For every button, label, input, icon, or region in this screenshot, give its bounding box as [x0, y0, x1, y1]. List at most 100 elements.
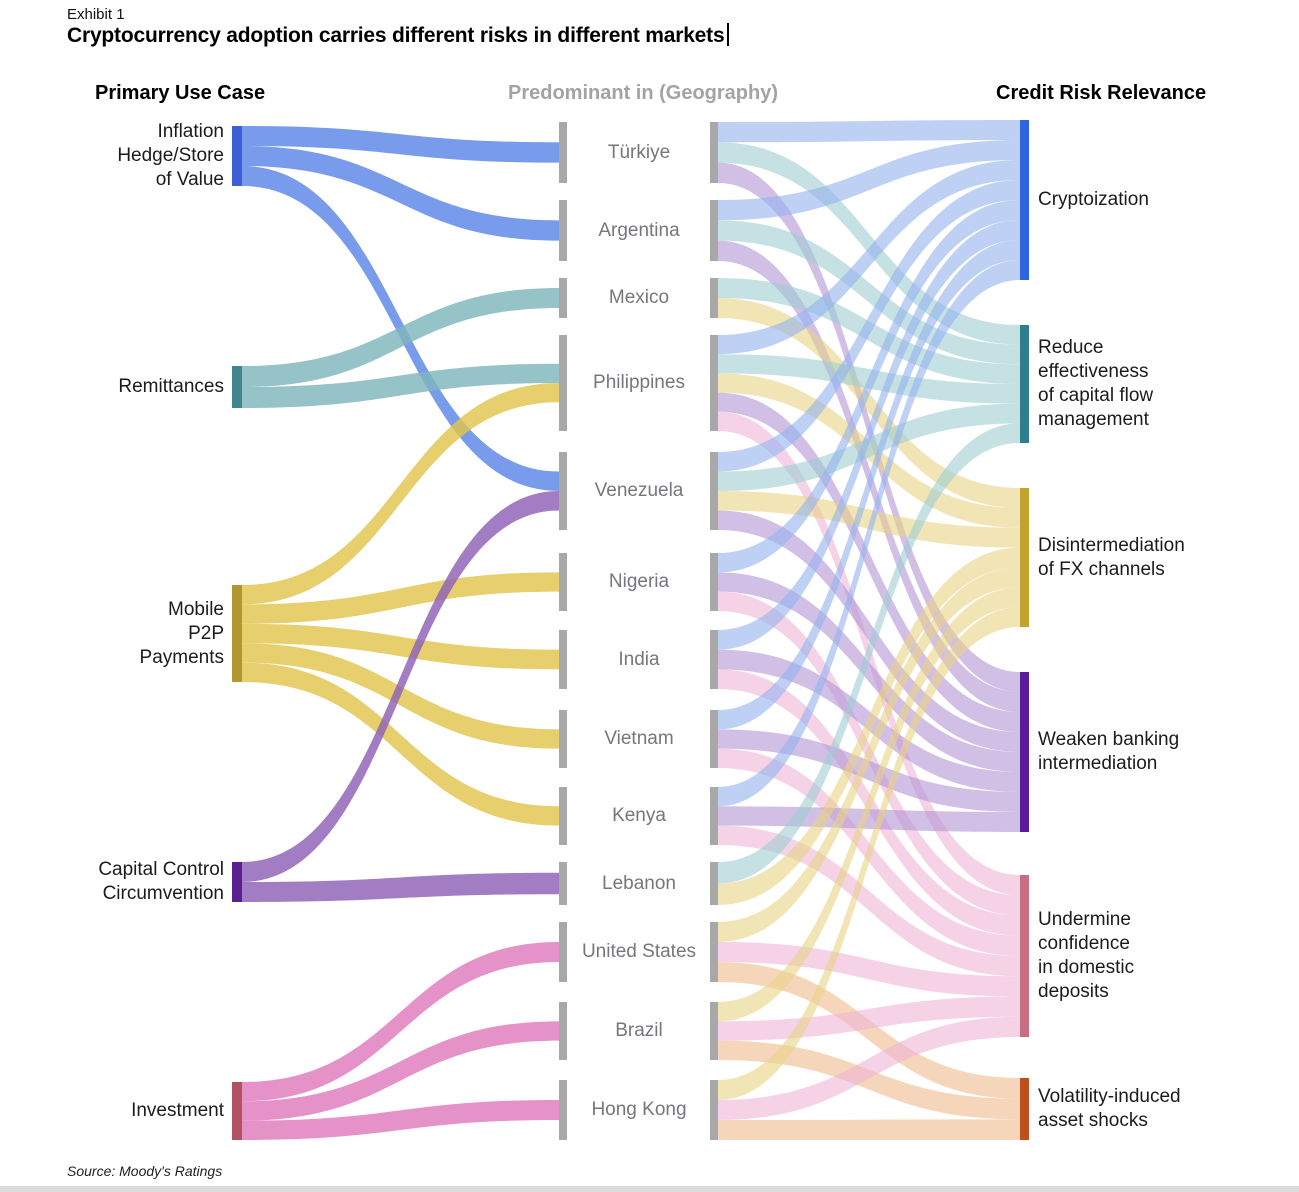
sankey-node-vietnam-left-bar [559, 710, 567, 768]
sankey-link-united_states-to-disintermediation [718, 567, 1020, 942]
sankey-link-lebanon-to-reduce_cfm [718, 423, 1020, 884]
node-label-turkiye: Türkiye [607, 141, 671, 163]
sankey-link-investment-to-hong_kong [242, 1100, 559, 1140]
sankey-link-mexico-to-disintermediation [718, 298, 1020, 508]
node-label-argentina: Argentina [598, 219, 680, 241]
sankey-node-nigeria-right-bar [710, 553, 718, 611]
sankey-node-investment [232, 1082, 242, 1140]
sankey-link-investment-to-brazil [242, 1021, 559, 1121]
node-label-united_states: United States [581, 941, 697, 962]
sankey-link-united_states-to-volatility [718, 962, 1020, 1099]
sankey-link-kenya-to-cryptoization [718, 260, 1020, 807]
sankey-node-mobile_p2p [232, 585, 242, 682]
sankey-link-hong_kong-to-volatility [718, 1119, 1020, 1140]
sankey-link-venezuela-to-reduce_cfm [718, 403, 1020, 491]
sankey-link-remittances-to-philippines [242, 363, 559, 408]
sankey-node-india-right-bar [710, 630, 718, 689]
sankey-link-argentina-to-cryptoization [718, 140, 1020, 221]
node-label-brazil: Brazil [615, 1020, 663, 1041]
node-label-inflation: Inflation Hedge/Store of Value [117, 121, 224, 190]
sankey-link-inflation-to-argentina [242, 146, 559, 241]
sankey-node-volatility [1020, 1078, 1029, 1140]
sankey-node-hong_kong-left-bar [559, 1080, 567, 1140]
sankey-node-hong_kong-right-bar [710, 1080, 718, 1140]
sankey-node-turkiye-left-bar [559, 122, 567, 183]
sankey-node-brazil-left-bar [559, 1002, 567, 1060]
exhibit-label: Exhibit 1 [67, 6, 125, 23]
sankey-link-inflation-to-turkiye [242, 126, 559, 163]
sankey-node-venezuela-left-bar [559, 452, 567, 530]
sankey-node-argentina-left-bar [559, 200, 567, 261]
node-label-investment: Investment [131, 1100, 224, 1121]
node-label-undermine_deposits: Undermine confidence in domestic deposit… [1038, 909, 1135, 1002]
node-label-reduce_cfm: Reduce effectiveness of capital flow man… [1038, 337, 1154, 430]
sankey-link-kenya-to-undermine_deposits [718, 825, 1020, 977]
sankey-node-undermine_deposits [1020, 875, 1029, 1037]
text-cursor [727, 23, 730, 46]
sankey-link-argentina-to-reduce_cfm [718, 220, 1020, 365]
sankey-node-mexico-right-bar [710, 278, 718, 318]
sankey-link-united_states-to-undermine_deposits [718, 942, 1020, 997]
sankey-link-vietnam-to-cryptoization [718, 240, 1020, 730]
node-label-volatility: Volatility-induced asset shocks [1038, 1086, 1181, 1131]
sankey-node-remittances [232, 366, 242, 408]
sankey-node-cryptoization [1020, 120, 1029, 280]
sankey-link-investment-to-united_states [242, 942, 559, 1102]
node-label-kenya: Kenya [612, 805, 666, 826]
sankey-node-brazil-right-bar [710, 1002, 718, 1060]
sankey-node-kenya-left-bar [559, 787, 567, 845]
sankey-link-brazil-to-disintermediation [718, 587, 1020, 1022]
sankey-node-inflation [232, 126, 242, 186]
sankey-link-turkiye-to-cryptoization [718, 120, 1020, 143]
sankey-link-mobile_p2p-to-india [242, 623, 559, 670]
node-label-venezuela: Venezuela [594, 480, 684, 501]
node-label-mexico: Mexico [608, 287, 670, 308]
sankey-link-hong_kong-to-undermine_deposits [718, 1016, 1020, 1120]
sankey-node-lebanon-left-bar [559, 862, 567, 905]
column-header-primary-use-case: Primary Use Case [95, 82, 266, 104]
sankey-link-mobile_p2p-to-nigeria [242, 572, 559, 624]
sankey-link-remittances-to-mexico [242, 288, 559, 387]
sankey-node-kenya-right-bar [710, 787, 718, 845]
source-attribution: Source: Moody's Ratings [67, 1163, 223, 1179]
sankey-node-disintermediation [1020, 488, 1029, 627]
column-header-credit-risk: Credit Risk Relevance [996, 82, 1207, 104]
sankey-node-philippines-right-bar [710, 335, 718, 431]
sankey-node-mexico-left-bar [559, 278, 567, 318]
sankey-node-argentina-right-bar [710, 200, 718, 261]
node-label-remittances: Remittances [118, 376, 224, 397]
sankey-link-brazil-to-volatility [718, 1040, 1020, 1120]
sankey-node-india-left-bar [559, 630, 567, 689]
sankey-link-capital_control-to-venezuela [242, 491, 559, 882]
sankey-node-capital_control [232, 862, 242, 902]
node-label-vietnam: Vietnam [604, 728, 674, 749]
sankey-link-philippines-to-weaken_banking [718, 392, 1020, 732]
sankey-link-lebanon-to-disintermediation [718, 547, 1020, 905]
sankey-link-philippines-to-cryptoization [718, 160, 1020, 355]
node-label-cryptoization: Cryptoization [1038, 189, 1149, 210]
node-label-mobile_p2p: Mobile P2P Payments [139, 598, 224, 668]
sankey-link-venezuela-to-cryptoization [718, 180, 1020, 472]
node-label-capital_control: Capital Control Circumvention [98, 859, 224, 904]
sankey-node-philippines-left-bar [559, 335, 567, 431]
sankey-node-united_states-right-bar [710, 922, 718, 982]
node-label-india: India [618, 648, 660, 670]
sankey-link-venezuela-to-weaken_banking [718, 510, 1020, 752]
sankey-node-venezuela-right-bar [710, 452, 718, 530]
sankey-node-lebanon-right-bar [710, 862, 718, 905]
node-label-disintermediation: Disintermediation of FX channels [1038, 534, 1185, 580]
sankey-node-reduce_cfm [1020, 325, 1029, 443]
node-label-lebanon: Lebanon [602, 872, 676, 894]
sankey-link-india-to-cryptoization [718, 220, 1020, 650]
node-label-nigeria: Nigeria [608, 571, 670, 592]
sankey-node-nigeria-left-bar [559, 553, 567, 611]
node-label-weaken_banking: Weaken banking intermediation [1038, 729, 1180, 774]
sankey-node-weaken_banking [1020, 672, 1029, 832]
sankey-link-nigeria-to-cryptoization [718, 200, 1020, 573]
sankey-node-vietnam-right-bar [710, 710, 718, 768]
bottom-edge-strip [0, 1186, 1299, 1192]
sankey-node-united_states-left-bar [559, 922, 567, 982]
